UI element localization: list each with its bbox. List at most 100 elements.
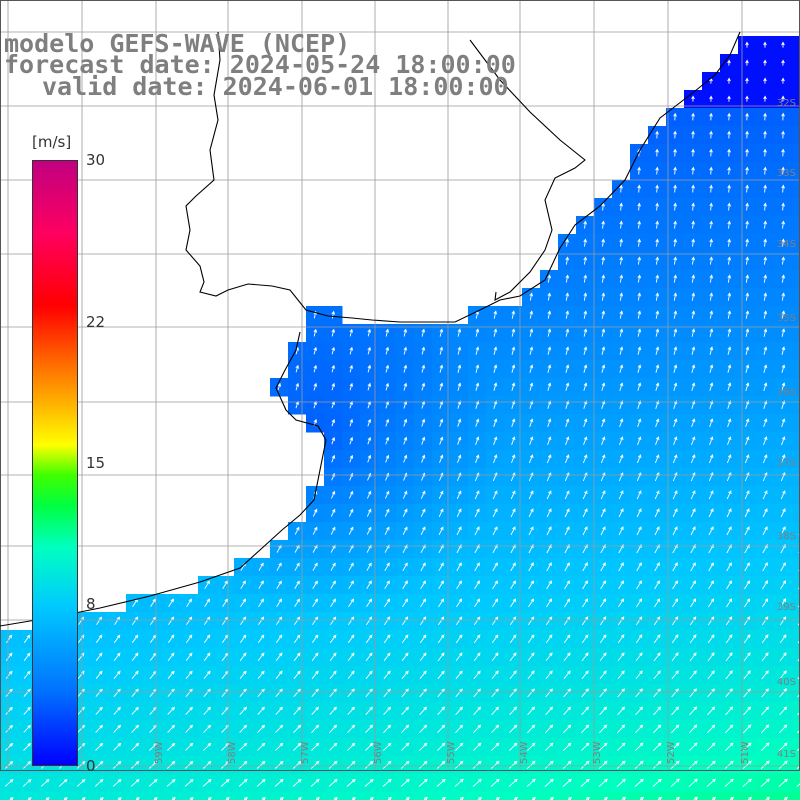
wind-arrow — [691, 346, 696, 355]
wind-arrow — [635, 634, 643, 644]
wind-arrow — [689, 652, 697, 662]
wind-arrow — [618, 490, 624, 500]
wind-arrow — [333, 796, 338, 800]
wind-arrow — [439, 418, 444, 427]
wind-arrow — [653, 652, 661, 662]
wind-arrow — [4, 778, 14, 787]
wind-arrow — [328, 778, 338, 787]
wind-arrow — [601, 202, 605, 211]
wind-arrow — [796, 783, 800, 788]
wind-arrow — [167, 706, 175, 715]
wind-arrow — [331, 328, 336, 337]
wind-arrow — [475, 364, 480, 373]
wind-arrow — [743, 688, 751, 698]
wind-arrow — [400, 742, 410, 752]
wind-arrow — [709, 148, 713, 157]
wind-arrow — [619, 256, 624, 265]
wind-arrow — [583, 238, 588, 247]
wind-arrow — [420, 616, 427, 626]
wind-arrow — [616, 778, 626, 787]
wind-arrow — [294, 598, 300, 608]
wind-arrow — [383, 652, 391, 662]
wind-arrow — [472, 760, 482, 769]
wind-speed-cell — [612, 792, 631, 800]
wind-arrow — [385, 418, 390, 427]
wind-speed-cell — [648, 792, 667, 800]
wind-arrow — [113, 688, 121, 697]
wind-arrow — [744, 508, 750, 518]
wind-arrow — [459, 796, 464, 800]
wind-arrow — [439, 364, 444, 373]
wind-arrow — [797, 675, 800, 680]
wind-arrow — [189, 796, 194, 800]
wind-arrow — [581, 670, 589, 680]
longitude-labels: 59W 58W 57W 56W 55W 54W 53W 52W 51W — [154, 741, 751, 764]
wind-arrow — [601, 256, 606, 265]
wind-arrow — [526, 778, 536, 787]
wind-arrow — [600, 598, 607, 608]
wind-arrow — [474, 580, 480, 590]
wind-arrow — [565, 310, 570, 319]
wind-arrow — [761, 652, 769, 662]
wind-arrow — [365, 724, 374, 734]
wind-speed-cell — [36, 792, 55, 800]
wind-arrow — [618, 526, 624, 536]
wind-arrow — [727, 59, 731, 66]
wind-speed-cell — [792, 702, 800, 721]
wind-speed-cell — [792, 450, 800, 469]
wind-arrow — [475, 418, 480, 427]
wind-arrow — [511, 454, 516, 464]
wind-speed-cell — [198, 792, 217, 800]
wind-arrow — [366, 562, 372, 571]
wind-arrow — [492, 598, 499, 608]
wind-arrow — [655, 256, 660, 265]
wind-arrow — [23, 706, 31, 715]
wind-arrow — [167, 634, 175, 644]
wind-speed-cell — [792, 144, 800, 163]
wind-arrow — [565, 292, 570, 301]
wind-arrow — [258, 598, 264, 608]
wind-arrow — [762, 490, 768, 500]
wind-arrow — [546, 526, 552, 536]
wind-arrow — [601, 220, 605, 229]
wind-arrow — [130, 760, 140, 769]
wind-arrow — [348, 490, 354, 499]
wind-arrow — [509, 706, 518, 716]
wind-arrow — [583, 328, 588, 337]
wind-speed-cell — [792, 648, 800, 667]
wind-arrow — [347, 670, 355, 680]
wind-arrow — [635, 688, 643, 698]
wind-arrow — [438, 580, 444, 590]
wind-arrow — [131, 688, 139, 697]
wind-arrow — [709, 220, 713, 229]
wind-arrow — [744, 454, 750, 464]
wind-arrow — [295, 382, 300, 391]
wind-arrow — [492, 508, 498, 518]
wind-arrow — [745, 238, 750, 247]
latitude-label: 40S — [777, 677, 796, 688]
wind-arrow — [113, 652, 121, 661]
wind-arrow — [400, 778, 410, 787]
wind-arrow — [330, 526, 336, 535]
wind-arrow — [708, 526, 714, 536]
wind-arrow — [473, 652, 481, 662]
wind-arrow — [636, 598, 643, 608]
wind-arrow — [727, 77, 731, 84]
wind-arrow — [581, 634, 589, 644]
wind-arrow — [531, 796, 536, 800]
wind-arrow — [655, 436, 660, 446]
wind-arrow — [203, 742, 212, 751]
wind-arrow — [545, 616, 553, 626]
wind-arrow — [637, 256, 642, 265]
wind-arrow — [544, 760, 554, 770]
wind-arrow — [781, 310, 786, 319]
wind-arrow — [763, 148, 767, 157]
wind-arrow — [709, 382, 714, 392]
wind-arrow — [385, 454, 390, 463]
wind-arrow — [742, 724, 752, 734]
wind-speed-cell — [288, 792, 307, 800]
wind-arrow — [527, 688, 535, 698]
wind-arrow — [95, 742, 104, 751]
wind-arrow — [601, 436, 606, 446]
wind-arrow — [729, 796, 735, 800]
